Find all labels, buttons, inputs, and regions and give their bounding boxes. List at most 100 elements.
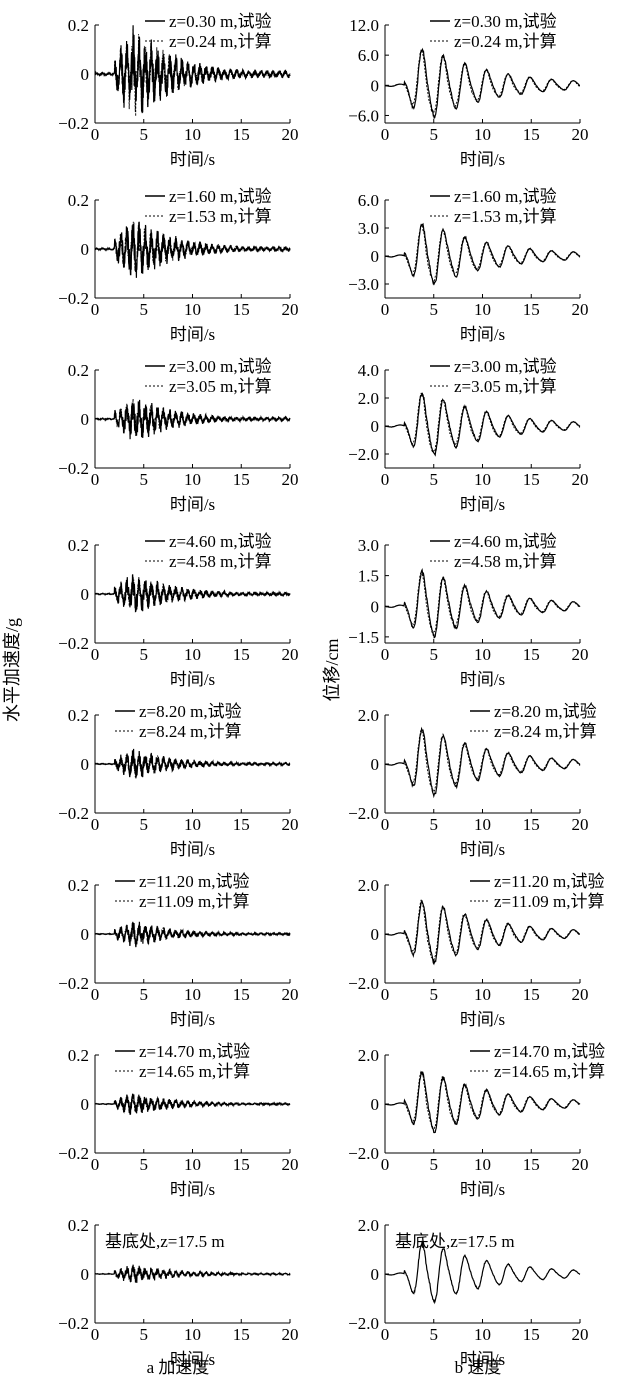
caption-left: a 加速度	[147, 1358, 210, 1377]
legend-label: z=14.70 m,试验	[494, 1042, 605, 1061]
x-tick-label: 0	[381, 300, 390, 319]
series-line-computed	[384, 1071, 581, 1132]
x-tick-label: 0	[91, 125, 100, 144]
series-line-computed	[384, 224, 581, 282]
y-tick-label: −2.0	[348, 974, 379, 993]
x-axis-label: 时间/s	[170, 325, 215, 344]
chart-panel-a-6: 0 5 10 15 200.20−0.2时间/sz=11.20 m,试验z=11.09 …	[58, 872, 298, 1029]
x-tick-label: 5	[430, 470, 439, 489]
series-line-test	[384, 222, 581, 286]
y-tick-label: 0	[81, 410, 90, 429]
series-line-test	[94, 921, 291, 948]
chart-panel-a-5: 0 5 10 15 200.20−0.2时间/sz=8.20 m,试验z=8.24 m,…	[58, 702, 298, 859]
x-tick-label: 20	[282, 1155, 299, 1174]
right-y-axis-label: 位移/cm	[322, 639, 342, 702]
x-tick-label: 5	[140, 1325, 149, 1344]
x-tick-label: 5	[430, 645, 439, 664]
legend-label: z=0.30 m,试验	[454, 12, 557, 31]
chart-panel-b-4: 0 5 10 15 203.01.50−1.5时间/sz=4.60 m,试验z=4.58…	[348, 532, 588, 689]
x-tick-label: 0	[91, 1325, 100, 1344]
y-tick-label: 0	[81, 925, 90, 944]
x-axis-label: 时间/s	[170, 670, 215, 689]
series-line-test	[384, 47, 580, 119]
x-tick-label: 5	[140, 815, 149, 834]
x-axis-label: 时间/s	[460, 840, 505, 859]
legend-label: z=11.09 m,计算	[139, 892, 249, 911]
x-tick-label: 10	[474, 1325, 491, 1344]
y-tick-label: 0.2	[68, 191, 89, 210]
x-tick-label: 10	[184, 1325, 201, 1344]
y-tick-label: 0	[371, 417, 380, 436]
chart-panel-b-3: 0 5 10 15 204.02.00−2.0时间/sz=3.00 m,试验z=3.05…	[348, 357, 588, 514]
x-tick-label: 20	[282, 645, 299, 664]
x-tick-label: 0	[91, 815, 100, 834]
x-tick-label: 0	[381, 1155, 390, 1174]
x-tick-label: 15	[233, 125, 250, 144]
y-tick-label: 2.0	[358, 1046, 379, 1065]
x-tick-label: 15	[523, 1325, 540, 1344]
chart-panel-b-2: 0 5 10 15 206.03.00−3.0时间/sz=1.60 m,试验z=1.53…	[348, 187, 588, 344]
series-line-computed	[384, 392, 581, 453]
y-tick-label: 0	[81, 240, 90, 259]
y-tick-label: −0.2	[58, 634, 89, 653]
x-tick-label: 5	[140, 645, 149, 664]
y-tick-label: 0.2	[68, 1216, 89, 1235]
series-line-computed	[384, 572, 581, 635]
y-tick-label: 6.0	[358, 191, 379, 210]
chart-panel-b-7: 0 5 10 15 202.00−2.0时间/sz=14.70 m,试验z=14.65 …	[348, 1042, 605, 1199]
legend-label: z=3.05 m,计算	[169, 377, 272, 396]
x-tick-label: 20	[572, 300, 589, 319]
x-tick-label: 0	[381, 125, 390, 144]
x-tick-label: 20	[572, 470, 589, 489]
series-line-computed	[94, 752, 291, 778]
x-tick-label: 20	[572, 985, 589, 1004]
x-axis-label: 时间/s	[460, 1180, 505, 1199]
y-tick-label: 0	[371, 76, 380, 95]
y-tick-label: 0.2	[68, 876, 89, 895]
y-tick-label: −6.0	[348, 106, 379, 125]
x-axis-label: 时间/s	[460, 325, 505, 344]
x-tick-label: 15	[233, 1325, 250, 1344]
y-tick-label: 0	[81, 65, 90, 84]
series-line-computed	[94, 575, 291, 611]
chart-panel-b-6: 0 5 10 15 202.00−2.0时间/sz=11.20 m,试验z=11.09 …	[348, 872, 604, 1029]
y-tick-label: −0.2	[58, 804, 89, 823]
y-tick-label: −2.0	[348, 445, 379, 464]
series-line-test	[384, 1070, 581, 1134]
x-tick-label: 10	[474, 125, 491, 144]
chart-panel-b-5: 0 5 10 15 202.00−2.0时间/sz=8.20 m,试验z=8.24 m,…	[348, 702, 596, 859]
y-tick-label: 0	[371, 755, 380, 774]
series-line-computed	[385, 729, 581, 793]
x-tick-label: 20	[282, 300, 299, 319]
x-axis-label: 时间/s	[170, 1350, 215, 1369]
x-tick-label: 10	[184, 300, 201, 319]
x-tick-label: 20	[282, 985, 299, 1004]
x-axis-label: 时间/s	[170, 495, 215, 514]
x-tick-label: 20	[282, 125, 299, 144]
y-tick-label: −0.2	[58, 974, 89, 993]
y-tick-label: −0.2	[58, 1144, 89, 1163]
x-tick-label: 10	[184, 1155, 201, 1174]
x-axis-label: 时间/s	[460, 150, 505, 169]
legend-label: z=11.09 m,计算	[494, 892, 604, 911]
x-tick-label: 15	[233, 1155, 250, 1174]
legend-label: z=14.65 m,计算	[139, 1062, 250, 1081]
panels-group: 0 5 10 15 200.20−0.2时间/sz=0.30 m,试验z=0.24 m,…	[58, 12, 605, 1369]
y-tick-label: 0	[81, 1265, 90, 1284]
x-tick-label: 10	[184, 125, 201, 144]
legend-label: z=4.60 m,试验	[454, 532, 557, 551]
series-line-computed	[384, 49, 581, 115]
y-tick-label: −0.2	[58, 459, 89, 478]
legend-label: z=3.00 m,试验	[169, 357, 272, 376]
legend-label: z=3.05 m,计算	[454, 377, 557, 396]
x-tick-label: 15	[233, 300, 250, 319]
y-tick-label: −0.2	[58, 114, 89, 133]
x-tick-label: 15	[523, 470, 540, 489]
x-tick-label: 20	[282, 470, 299, 489]
x-tick-label: 15	[523, 815, 540, 834]
x-tick-label: 15	[523, 985, 540, 1004]
legend-label: z=11.20 m,试验	[494, 872, 604, 891]
chart-panel-a-1: 0 5 10 15 200.20−0.2时间/sz=0.30 m,试验z=0.24 m,…	[58, 12, 298, 169]
legend-label: z=1.60 m,试验	[454, 187, 557, 206]
